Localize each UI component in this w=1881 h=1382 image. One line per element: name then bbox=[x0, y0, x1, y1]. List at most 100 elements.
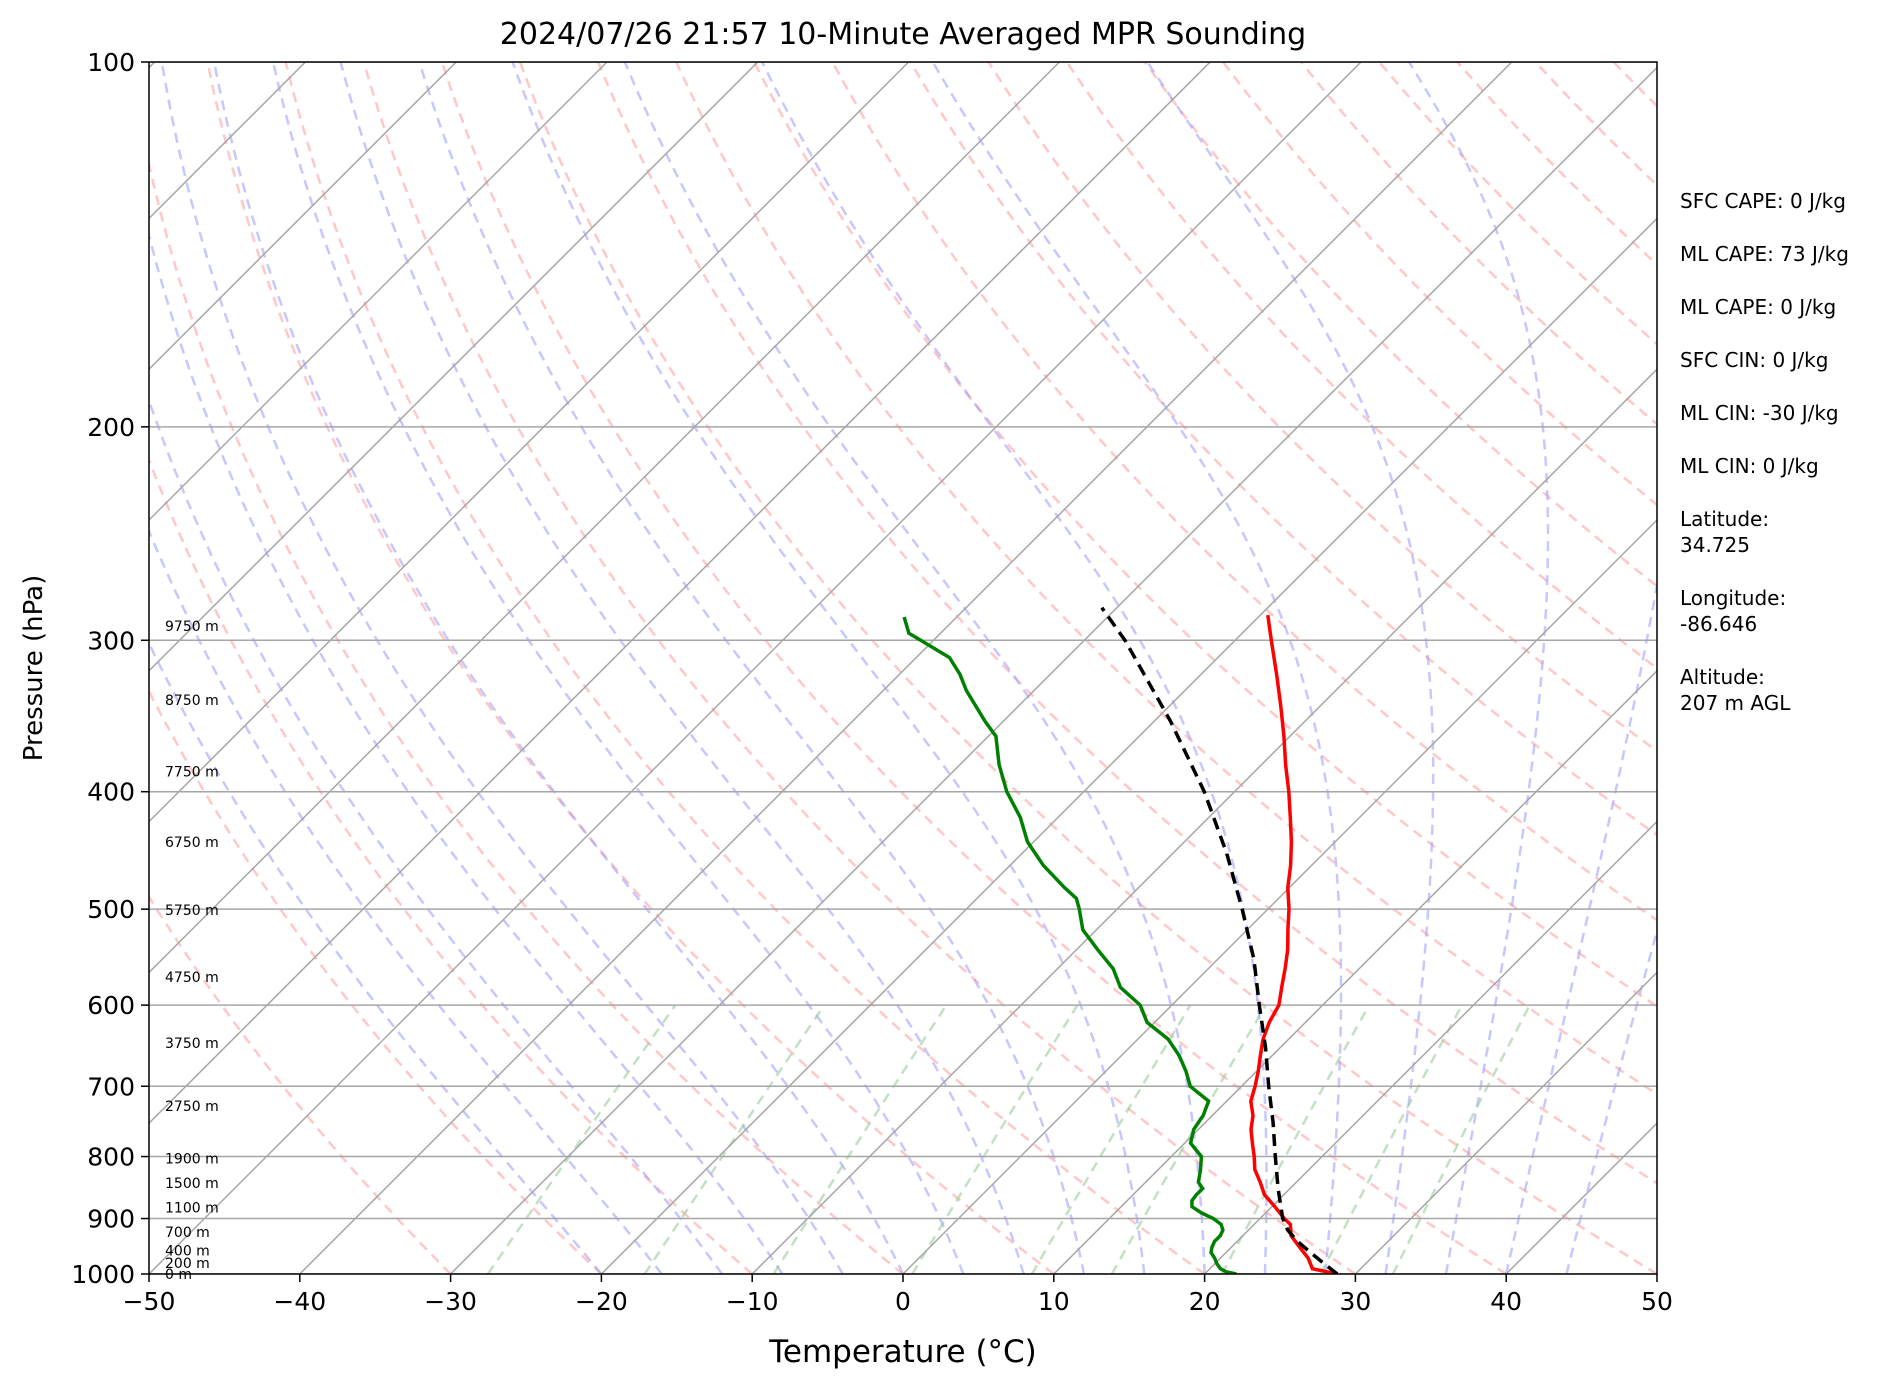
dry-adiabat-line bbox=[518, 62, 1657, 1274]
isotherm-line bbox=[149, 62, 457, 371]
axis-ticks: −50 −40 −30 −20 −10 0 10 20 30 40 50 100 200 300 400 50… bbox=[71, 48, 1673, 1316]
dry-adiabat-line bbox=[206, 62, 1055, 1274]
isotherm-line bbox=[1053, 669, 1657, 1274]
height-label: 400 m bbox=[165, 1243, 210, 1259]
y-tick-label: 1000 bbox=[71, 1260, 135, 1289]
moist-adiabat-line bbox=[931, 62, 1343, 1274]
moist-adiabat-line bbox=[149, 396, 724, 1274]
height-label: 8750 m bbox=[165, 693, 219, 709]
x-tick-label: −20 bbox=[575, 1287, 628, 1316]
dry-adiabat-line bbox=[1065, 62, 1657, 670]
moist-adiabat-line bbox=[623, 62, 1206, 1274]
moist-adiabat-line bbox=[418, 62, 1086, 1274]
mixing-ratio-line bbox=[1030, 1004, 1192, 1274]
isotherm-line bbox=[149, 62, 1211, 1125]
x-tick-label: −50 bbox=[123, 1287, 176, 1316]
y-tick-label: 100 bbox=[87, 48, 135, 77]
moist-adiabat-line bbox=[212, 62, 905, 1274]
stat-ml-cin-2: ML CIN: 0 J/kg bbox=[1680, 454, 1819, 478]
y-tick-label: 900 bbox=[87, 1205, 135, 1234]
dry-adiabat-line bbox=[149, 894, 452, 1274]
x-tick-label: 20 bbox=[1189, 1287, 1221, 1316]
x-tick-label: 10 bbox=[1038, 1287, 1070, 1316]
height-label: 0 m bbox=[165, 1267, 192, 1283]
y-tick-label: 600 bbox=[87, 991, 135, 1020]
y-tick-label: 300 bbox=[87, 626, 135, 655]
isotherm-line bbox=[149, 62, 910, 823]
y-tick-label: 400 bbox=[87, 778, 135, 807]
chart-title: 2024/07/26 21:57 10-Minute Averaged MPR … bbox=[500, 17, 1306, 52]
isotherm-line bbox=[1354, 971, 1657, 1274]
latitude-value: 34.725 bbox=[1680, 533, 1750, 557]
moist-adiabat-line bbox=[339, 62, 1025, 1274]
y-axis-label: Pressure (hPa) bbox=[19, 575, 49, 762]
isotherm-line bbox=[450, 66, 1657, 1274]
y-tick-label: 200 bbox=[87, 413, 135, 442]
moist-adiabat-line bbox=[271, 62, 965, 1274]
isotherm-line bbox=[299, 62, 1513, 1274]
longitude-label: Longitude: bbox=[1680, 586, 1787, 610]
dry-adiabat-line bbox=[149, 688, 603, 1274]
dry-adiabat-line bbox=[831, 62, 1657, 922]
parcel-profile bbox=[1100, 606, 1339, 1274]
stat-ml-cin: ML CIN: -30 J/kg bbox=[1680, 401, 1839, 425]
mixing-ratio-line bbox=[1110, 1004, 1267, 1274]
dry-adiabat-line bbox=[596, 62, 1657, 1185]
moist-adiabat-line bbox=[160, 62, 844, 1274]
isotherm-line bbox=[600, 217, 1657, 1274]
height-label: 4750 m bbox=[165, 970, 219, 986]
altitude-label: Altitude: bbox=[1680, 665, 1765, 689]
background-lines bbox=[149, 62, 1657, 1274]
isotherm-line bbox=[149, 62, 1362, 1274]
altitude-block: Altitude: 207 m AGL bbox=[1680, 664, 1870, 716]
height-label: 1500 m bbox=[165, 1176, 219, 1192]
moist-adiabat-line bbox=[760, 62, 1268, 1274]
x-axis-label: Temperature (°C) bbox=[768, 1334, 1037, 1370]
x-tick-label: −30 bbox=[424, 1287, 477, 1316]
height-label: 200 m bbox=[165, 1256, 210, 1272]
longitude-block: Longitude: -86.646 bbox=[1680, 585, 1870, 637]
latitude-label: Latitude: bbox=[1680, 507, 1770, 531]
dry-adiabat-line bbox=[909, 62, 1657, 837]
isotherm-line bbox=[149, 62, 1060, 974]
isotherm-line bbox=[149, 62, 608, 522]
profile-lines bbox=[902, 606, 1339, 1274]
moist-adiabat-line bbox=[1407, 62, 1550, 1274]
isotherm-line bbox=[1204, 820, 1657, 1274]
stat-ml-cape: ML CAPE: 73 J/kg bbox=[1680, 242, 1849, 266]
height-label: 9750 m bbox=[165, 619, 219, 635]
stat-sfc-cape: SFC CAPE: 0 J/kg bbox=[1680, 189, 1846, 213]
stat-ml-cape-2: ML CAPE: 0 J/kg bbox=[1680, 295, 1837, 319]
moist-adiabat-line bbox=[149, 528, 663, 1274]
dry-adiabat-line bbox=[675, 62, 1657, 1096]
y-tick-label: 800 bbox=[87, 1143, 135, 1172]
height-label: 6750 m bbox=[165, 835, 219, 851]
dewpoint-profile bbox=[902, 616, 1237, 1274]
dry-adiabat-line bbox=[440, 62, 1507, 1274]
height-label: 5750 m bbox=[165, 903, 219, 919]
x-tick-label: 30 bbox=[1339, 1287, 1371, 1316]
latitude-block: Latitude: 34.725 bbox=[1680, 506, 1870, 558]
x-tick-label: −40 bbox=[273, 1287, 326, 1316]
isotherm-line bbox=[149, 62, 759, 672]
height-label: 1100 m bbox=[165, 1200, 219, 1216]
moist-adiabat-line bbox=[1504, 577, 1657, 1274]
height-label: 2750 m bbox=[165, 1099, 219, 1115]
x-tick-label: 50 bbox=[1641, 1287, 1673, 1316]
isotherm-line bbox=[902, 518, 1657, 1274]
altitude-value: 207 m AGL bbox=[1680, 691, 1791, 715]
moist-adiabat-line bbox=[511, 62, 1146, 1274]
dry-adiabat-line bbox=[362, 62, 1357, 1274]
moist-adiabat-line bbox=[1565, 926, 1657, 1274]
x-tick-label: −10 bbox=[726, 1287, 779, 1316]
dry-adiabat-line bbox=[284, 62, 1206, 1274]
height-label: 1900 m bbox=[165, 1152, 219, 1168]
height-label: 3750 m bbox=[165, 1036, 219, 1052]
height-label: 700 m bbox=[165, 1225, 210, 1241]
y-tick-label: 500 bbox=[87, 895, 135, 924]
height-label: 7750 m bbox=[165, 765, 219, 781]
moist-adiabat-line bbox=[149, 230, 784, 1274]
moist-adiabat-line bbox=[1146, 62, 1435, 1274]
